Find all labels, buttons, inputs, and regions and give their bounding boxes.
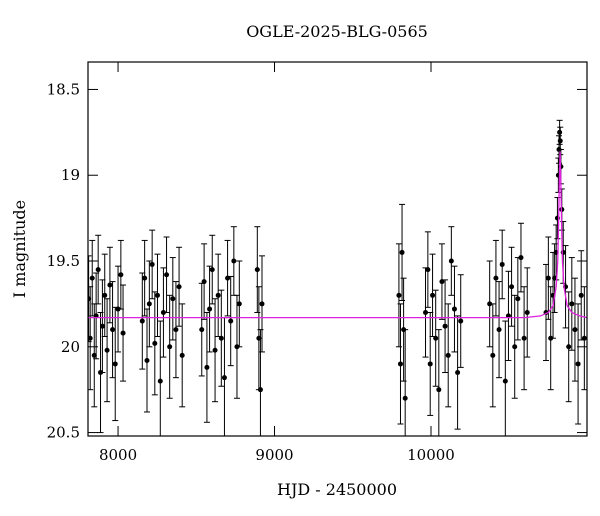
data-point xyxy=(139,318,145,324)
data-point xyxy=(458,318,464,324)
x-tick-label: 9000 xyxy=(255,446,293,464)
y-axis-label: I magnitude xyxy=(10,200,29,298)
data-point xyxy=(442,323,448,329)
data-point xyxy=(425,267,431,273)
data-point xyxy=(545,275,551,281)
data-point xyxy=(402,395,408,401)
data-point xyxy=(176,284,182,290)
data-point xyxy=(215,292,221,298)
data-point xyxy=(88,335,93,341)
chart-title: OGLE-2025-BLG-0565 xyxy=(246,22,428,41)
data-point xyxy=(515,296,521,302)
data-point xyxy=(218,335,224,341)
data-point xyxy=(257,387,263,393)
data-point xyxy=(430,292,436,298)
data-point xyxy=(112,361,118,367)
y-tick-label: 20.5 xyxy=(47,424,80,442)
data-point xyxy=(173,327,179,333)
data-point xyxy=(423,309,429,315)
data-point xyxy=(221,375,227,381)
x-axis-label: HJD - 2450000 xyxy=(277,480,397,499)
data-point xyxy=(99,323,105,329)
data-point xyxy=(445,352,451,358)
data-point xyxy=(207,306,213,312)
data-point xyxy=(512,344,518,350)
data-point xyxy=(455,370,461,376)
data-point xyxy=(499,261,505,267)
data-point xyxy=(154,292,160,298)
data-point xyxy=(572,327,578,333)
data-point xyxy=(231,258,237,264)
data-point xyxy=(89,275,95,281)
data-point xyxy=(493,275,499,281)
data-point xyxy=(212,347,218,353)
data-point xyxy=(518,255,524,261)
data-point xyxy=(199,327,205,333)
y-tick-label: 20 xyxy=(61,338,80,356)
y-tick-label: 19 xyxy=(61,166,80,184)
data-point xyxy=(521,335,527,341)
data-point xyxy=(569,301,575,307)
data-point xyxy=(578,292,584,298)
y-tick-label: 19.5 xyxy=(47,252,80,270)
data-point xyxy=(490,352,496,358)
data-point xyxy=(118,272,124,278)
data-point xyxy=(120,330,126,336)
plot-area xyxy=(88,119,587,436)
data-point xyxy=(164,272,170,278)
data-point xyxy=(204,364,210,370)
data-point xyxy=(209,267,215,273)
data-point xyxy=(91,352,97,358)
data-point xyxy=(167,344,173,350)
data-point xyxy=(575,361,581,367)
data-point xyxy=(160,309,166,315)
data-point xyxy=(399,249,405,255)
data-point xyxy=(436,387,442,393)
data-point xyxy=(228,318,234,324)
data-point xyxy=(581,335,587,341)
data-point xyxy=(102,292,108,298)
data-point xyxy=(236,301,242,307)
data-point xyxy=(142,275,148,281)
x-tick-label: 8000 xyxy=(99,446,137,464)
data-point xyxy=(157,378,163,384)
data-point xyxy=(396,292,402,298)
data-point xyxy=(566,344,572,350)
plot-frame xyxy=(87,61,588,437)
x-tick-label: 10000 xyxy=(407,446,455,464)
data-point xyxy=(509,284,515,290)
data-point xyxy=(427,361,433,367)
data-point xyxy=(201,279,207,285)
data-point xyxy=(397,361,403,367)
data-point xyxy=(487,301,493,307)
data-point xyxy=(448,258,454,264)
data-point xyxy=(496,327,502,333)
y-tick-label: 18.5 xyxy=(47,80,80,98)
data-point xyxy=(107,282,113,288)
data-point xyxy=(557,138,563,144)
data-point xyxy=(179,352,185,358)
data-point xyxy=(502,378,508,384)
data-point xyxy=(110,327,116,333)
data-point xyxy=(560,249,566,255)
data-point xyxy=(524,309,530,315)
data-point xyxy=(104,347,110,353)
data-point xyxy=(144,358,150,364)
data-point xyxy=(451,306,457,312)
model-curve xyxy=(88,151,587,319)
data-point xyxy=(95,267,101,273)
data-point xyxy=(170,296,176,302)
data-point xyxy=(149,261,155,267)
data-point xyxy=(259,301,265,307)
data-point xyxy=(433,335,439,341)
data-point xyxy=(146,301,152,307)
data-point xyxy=(254,267,260,273)
data-point xyxy=(557,129,563,135)
data-point xyxy=(152,340,158,346)
